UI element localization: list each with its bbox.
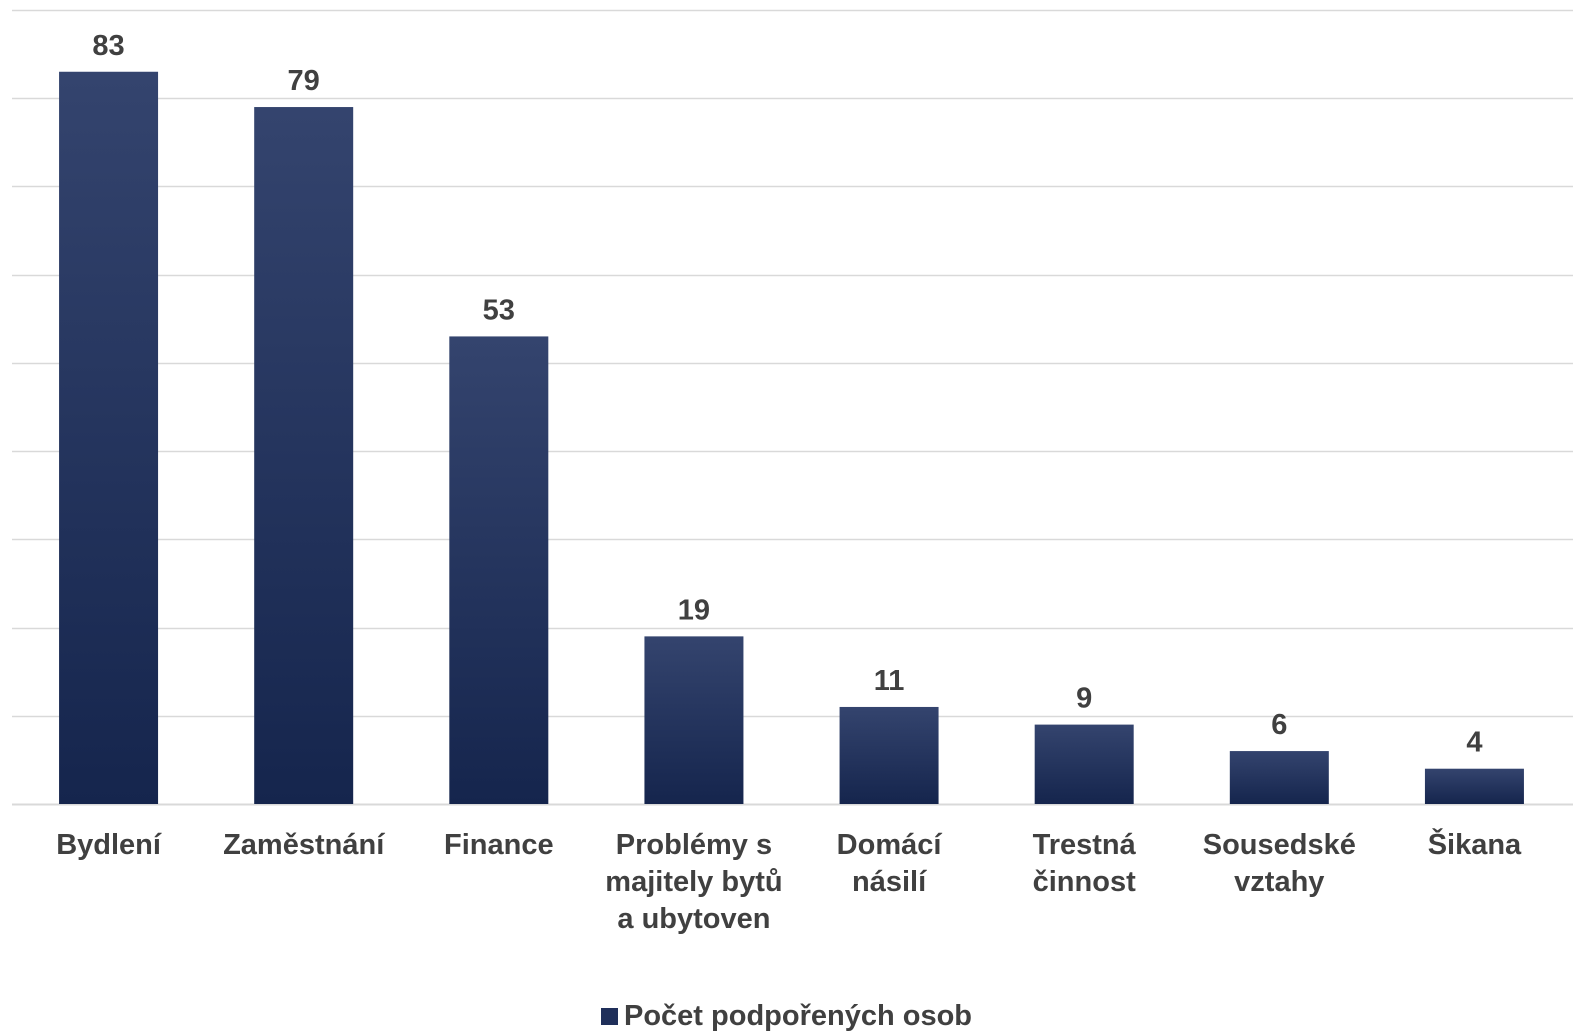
- data-label: 79: [288, 65, 320, 97]
- category-label-line: Domácí: [837, 829, 943, 861]
- category-label-line: Bydlení: [56, 829, 162, 861]
- bar: [1424, 768, 1524, 804]
- data-labels: 83 79 53 19 11 9 6 4: [92, 30, 1482, 759]
- bar: [1034, 724, 1134, 804]
- category-label: Trestná činnost: [1033, 829, 1137, 898]
- bar: [1229, 751, 1329, 804]
- category-label: Domácí násilí: [837, 829, 943, 898]
- legend-swatch: [600, 1007, 618, 1025]
- category-label-line: Trestná: [1033, 829, 1137, 861]
- legend-label: Počet podpořených osob: [623, 999, 973, 1032]
- data-label: 53: [483, 294, 515, 326]
- category-label-line: činnost: [1033, 866, 1136, 898]
- category-label-line: Problémy s: [616, 829, 772, 861]
- legend: Počet podpořených osob: [0, 996, 1573, 1036]
- category-label: Zaměstnání: [223, 829, 385, 861]
- category-label-line: násilí: [852, 866, 927, 898]
- data-label: 9: [1076, 683, 1092, 715]
- data-label: 83: [92, 30, 124, 62]
- category-label: Bydlení: [56, 829, 162, 861]
- bar: [254, 107, 354, 805]
- data-label: 6: [1271, 709, 1287, 741]
- bar: [644, 636, 744, 804]
- category-label-line: a ubytoven: [617, 903, 770, 935]
- bars: [59, 71, 1524, 805]
- bar: [59, 71, 159, 804]
- data-label: 11: [874, 665, 905, 697]
- category-label-line: Finance: [444, 829, 554, 861]
- bar: [839, 706, 939, 804]
- category-label-line: majitely bytů: [605, 866, 782, 898]
- category-label-line: Šikana: [1428, 827, 1522, 861]
- category-labels: Bydlení Zaměstnání Finance Problémy s majite…: [56, 827, 1522, 935]
- gridlines: [12, 9, 1573, 806]
- category-label-line: Sousedské: [1203, 829, 1356, 861]
- category-label: Problémy s majitely bytů a ubytoven: [605, 829, 782, 935]
- data-label: 19: [678, 594, 710, 626]
- category-label-line: Zaměstnání: [223, 829, 385, 861]
- bar: [449, 336, 549, 804]
- data-label: 4: [1466, 727, 1482, 759]
- category-label: Finance: [444, 829, 554, 861]
- category-label-line: vztahy: [1234, 866, 1324, 898]
- category-label: Šikana: [1428, 827, 1522, 861]
- category-label: Sousedské vztahy: [1203, 829, 1356, 898]
